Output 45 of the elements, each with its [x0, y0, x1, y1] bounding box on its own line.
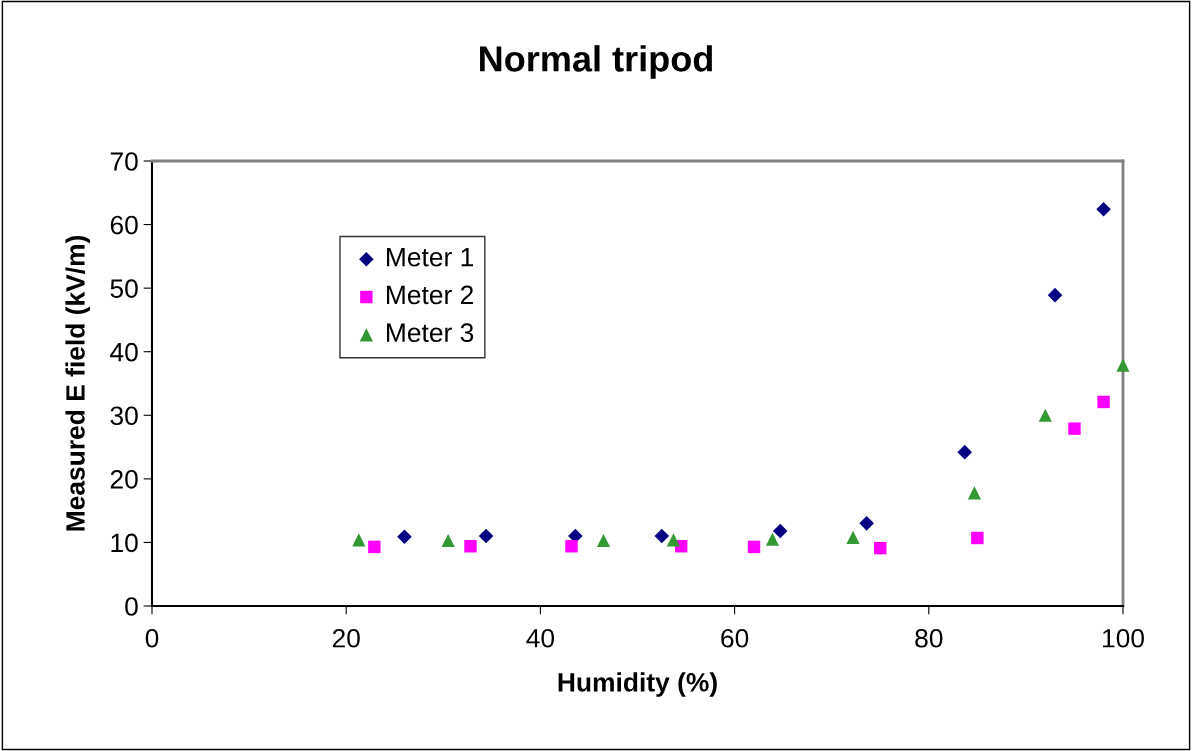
legend-label: Meter 2 [387, 285, 473, 305]
point [666, 533, 681, 547]
y-tick-label: 40 [110, 342, 138, 362]
point [478, 528, 494, 544]
x-tick-label: 0 [145, 628, 159, 648]
y-tick-label: 50 [110, 279, 138, 298]
point [846, 530, 860, 544]
point [874, 541, 887, 555]
point [464, 540, 477, 553]
point [765, 532, 780, 546]
point [1068, 422, 1081, 435]
point [352, 533, 366, 547]
point [1097, 395, 1110, 409]
y-axis-title: Measured E field (kV/m) [65, 235, 91, 531]
point [397, 529, 412, 544]
point [971, 531, 984, 545]
point [772, 523, 788, 539]
point [1047, 287, 1063, 303]
x-tick-label: 60 [721, 628, 749, 648]
point [1116, 358, 1130, 372]
x-tick-label: 40 [526, 628, 555, 648]
point [747, 540, 761, 554]
point [957, 444, 973, 460]
x-axis-title: Humidity (%) [558, 672, 717, 697]
point [859, 516, 874, 531]
legend-label: Meter 3 [387, 323, 474, 343]
point [1096, 202, 1111, 217]
x-tick-label: 20 [332, 628, 360, 648]
point [654, 528, 670, 544]
y-tick-label: 30 [110, 406, 138, 426]
point [596, 533, 611, 548]
y-tick-label: 60 [110, 215, 138, 235]
y-tick-label: 70 [110, 152, 138, 171]
point [967, 486, 982, 500]
y-tick-label: 10 [111, 533, 138, 553]
point [441, 533, 455, 548]
x-tick-label: 100 [1103, 628, 1144, 648]
y-tick-label: 20 [110, 469, 138, 489]
point [1038, 408, 1052, 422]
point [565, 540, 578, 553]
x-tick-label: 80 [915, 628, 943, 648]
legend-label: Meter 1 [387, 248, 474, 267]
y-tick-label: 0 [125, 597, 138, 616]
point [368, 540, 381, 554]
chart-title: Normal tripod [480, 45, 712, 79]
